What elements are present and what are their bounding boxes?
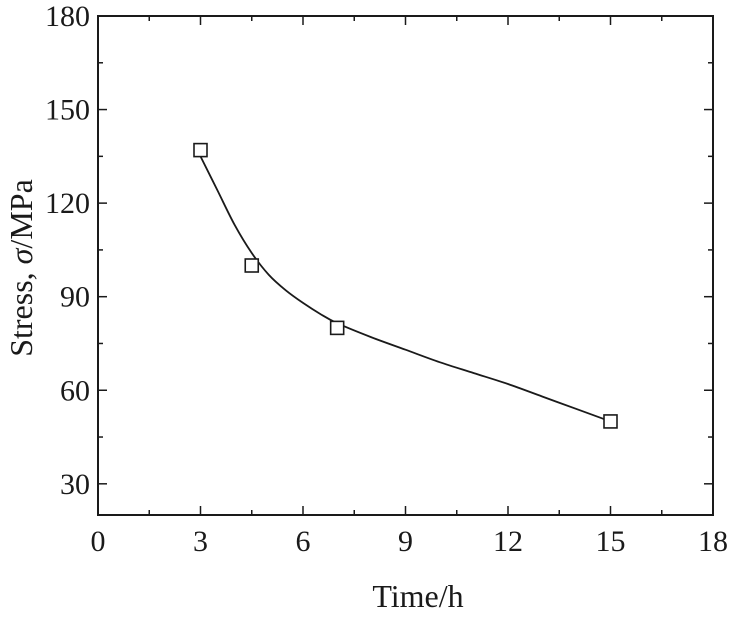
data-points [193,142,618,429]
y-axis-title-prefix: Stress, [3,264,39,356]
y-tick-label: 180 [45,0,90,33]
x-tick-label: 15 [596,525,626,558]
y-axis-title: Stress, σ/MPa [3,179,39,357]
x-tick-label: 12 [493,525,523,558]
x-axis-title: Time/h [372,578,463,614]
plot-frame [97,15,714,516]
tick-labels: 0 3 6 9 12 15 18 30 60 90 120 150 180 [45,0,728,558]
data-point [193,142,208,158]
fit-curve [199,155,611,423]
data-point [603,414,618,429]
y-axis-title-symbol: σ [3,247,39,264]
y-tick-label: 30 [60,468,90,501]
axis-ticks [97,15,714,515]
data-point [329,320,345,336]
y-tick-label: 60 [60,374,90,407]
y-tick-label: 120 [45,187,90,220]
x-tick-label: 9 [398,525,413,558]
plot-border [97,15,714,516]
x-tick-label: 18 [698,525,728,558]
y-tick-label: 150 [45,94,90,127]
y-tick-label: 90 [60,281,90,314]
x-tick-label: 0 [91,525,106,558]
y-axis-title-suffix: /MPa [3,179,39,248]
fit-curve-group [199,155,611,423]
x-tick-label: 6 [296,525,311,558]
x-tick-label: 3 [193,525,208,558]
data-point [244,258,260,273]
